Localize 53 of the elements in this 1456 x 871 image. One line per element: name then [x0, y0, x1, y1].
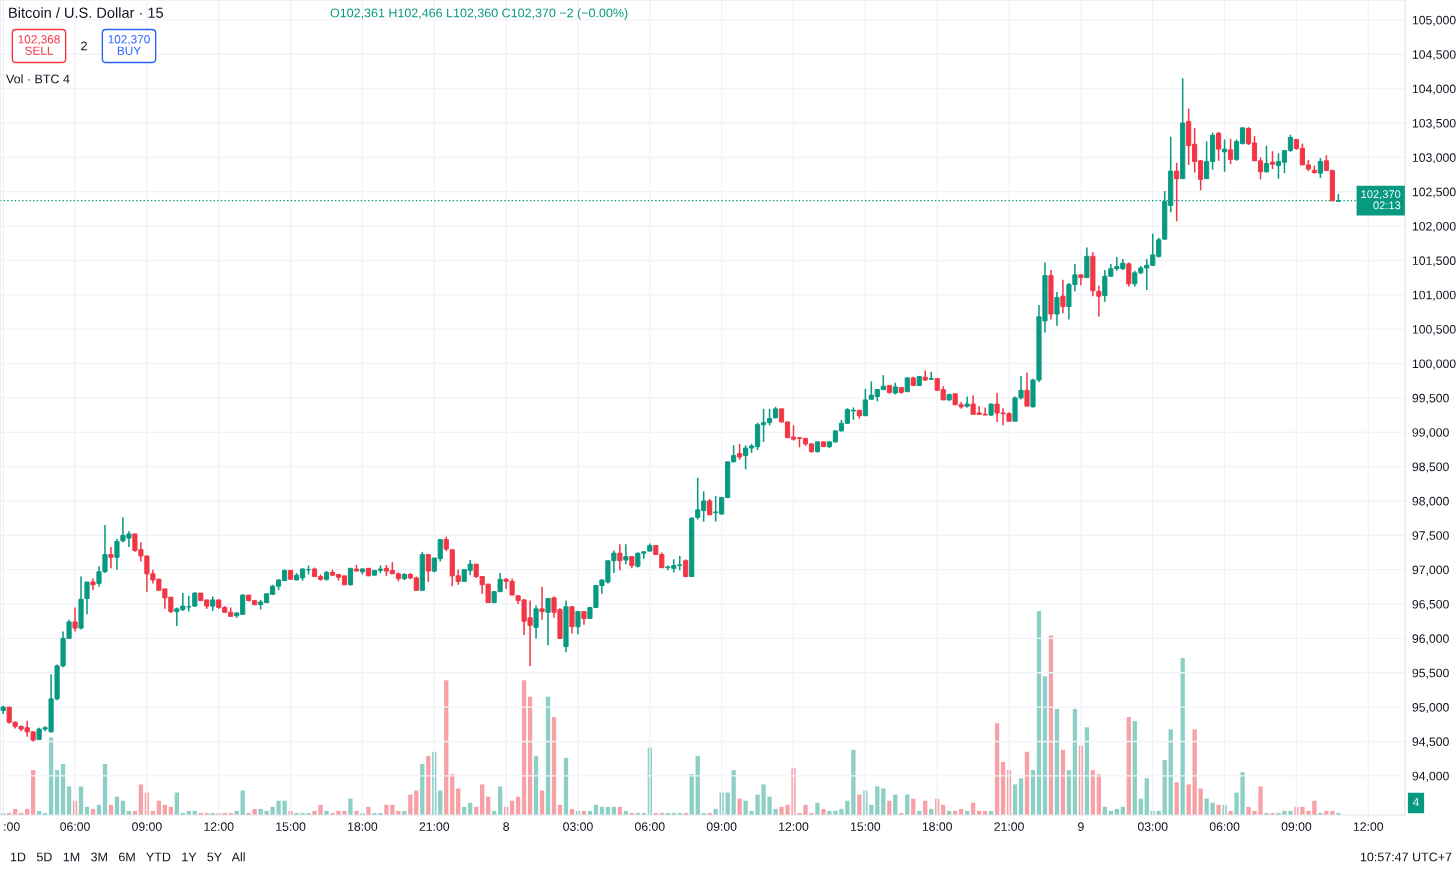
y-tick-label: 95,500 — [1412, 668, 1449, 679]
y-tick-label: 101,000 — [1412, 290, 1456, 301]
y-tick-label: 96,500 — [1412, 599, 1449, 611]
ref-line-label: 102,370 02:13 — [1361, 190, 1401, 210]
x-tick-label: 09:00 — [706, 822, 737, 831]
y-tick-label: 100,000 — [1412, 359, 1456, 370]
x-tick-label: 21:00 — [419, 822, 450, 831]
x-tick-label: 06:00 — [635, 822, 665, 831]
x-tick-label: 21:00 — [994, 822, 1024, 831]
annotation: 102,370 BUY — [108, 35, 150, 55]
text: 10:57:47 UTC+7 — [1360, 852, 1452, 862]
x-tick-label: 18:00 — [922, 822, 953, 831]
y-tick-label: 101,500 — [1412, 256, 1456, 267]
y-tick-label: 102,000 — [1412, 221, 1456, 233]
x-tick-label: 09:00 — [132, 822, 162, 831]
y-tick-label: 98,500 — [1412, 462, 1449, 473]
y-tick-label: 94,500 — [1412, 737, 1449, 748]
x-tick-label: 09:00 — [1281, 822, 1312, 831]
y-tick-label: 104,500 — [1412, 50, 1456, 61]
y-tick-label: 99,000 — [1412, 428, 1449, 439]
y-tick-label: 94,000 — [1412, 771, 1449, 782]
x-tick-label: :00 — [4, 822, 20, 831]
x-tick-label: 12:00 — [204, 822, 234, 831]
y-tick-label: 98,000 — [1412, 496, 1449, 507]
x-tick-label: 15:00 — [276, 822, 306, 831]
x-tick-label: 06:00 — [1209, 822, 1240, 831]
x-tick-label: 8 — [503, 822, 509, 831]
y-tick-label: 103,000 — [1412, 153, 1456, 164]
x-tick-label: 18:00 — [348, 822, 378, 831]
text: 4 — [1412, 797, 1419, 807]
chart-title: Bitcoin / U.S. Dollar · 15 — [9, 7, 163, 18]
y-tick-label: 96,000 — [1412, 634, 1449, 645]
annotation: O102,361 H102,466 L102,360 C102,370 −2 (−0.00%) — [330, 8, 628, 20]
x-tick-label: 12:00 — [779, 822, 809, 831]
y-tick-label: 104,000 — [1412, 84, 1456, 95]
y-tick-label: 103,500 — [1412, 118, 1456, 129]
x-tick-label: 03:00 — [563, 822, 593, 831]
chart-title: Vol · BTC 4 — [6, 74, 70, 84]
y-tick-label: 99,500 — [1412, 393, 1449, 404]
x-tick-label: 9 — [1078, 822, 1084, 831]
annotation: 2 — [81, 41, 87, 51]
y-tick-label: 95,000 — [1412, 703, 1449, 714]
y-tick-label: 102,500 — [1412, 187, 1456, 198]
y-tick-label: 105,000 — [1412, 15, 1456, 26]
y-tick-label: 97,000 — [1412, 565, 1449, 576]
text: 1D 5D 1M 3M 6M YTD 1Y 5Y All — [10, 852, 245, 862]
y-tick-label: 100,500 — [1412, 325, 1456, 336]
x-tick-label: 12:00 — [1353, 822, 1384, 831]
y-tick-label: 97,500 — [1412, 531, 1449, 542]
annotation: 102,368 SELL — [18, 35, 60, 55]
x-tick-label: 03:00 — [1137, 822, 1168, 831]
x-tick-label: 06:00 — [60, 822, 90, 831]
x-tick-label: 15:00 — [850, 822, 881, 831]
